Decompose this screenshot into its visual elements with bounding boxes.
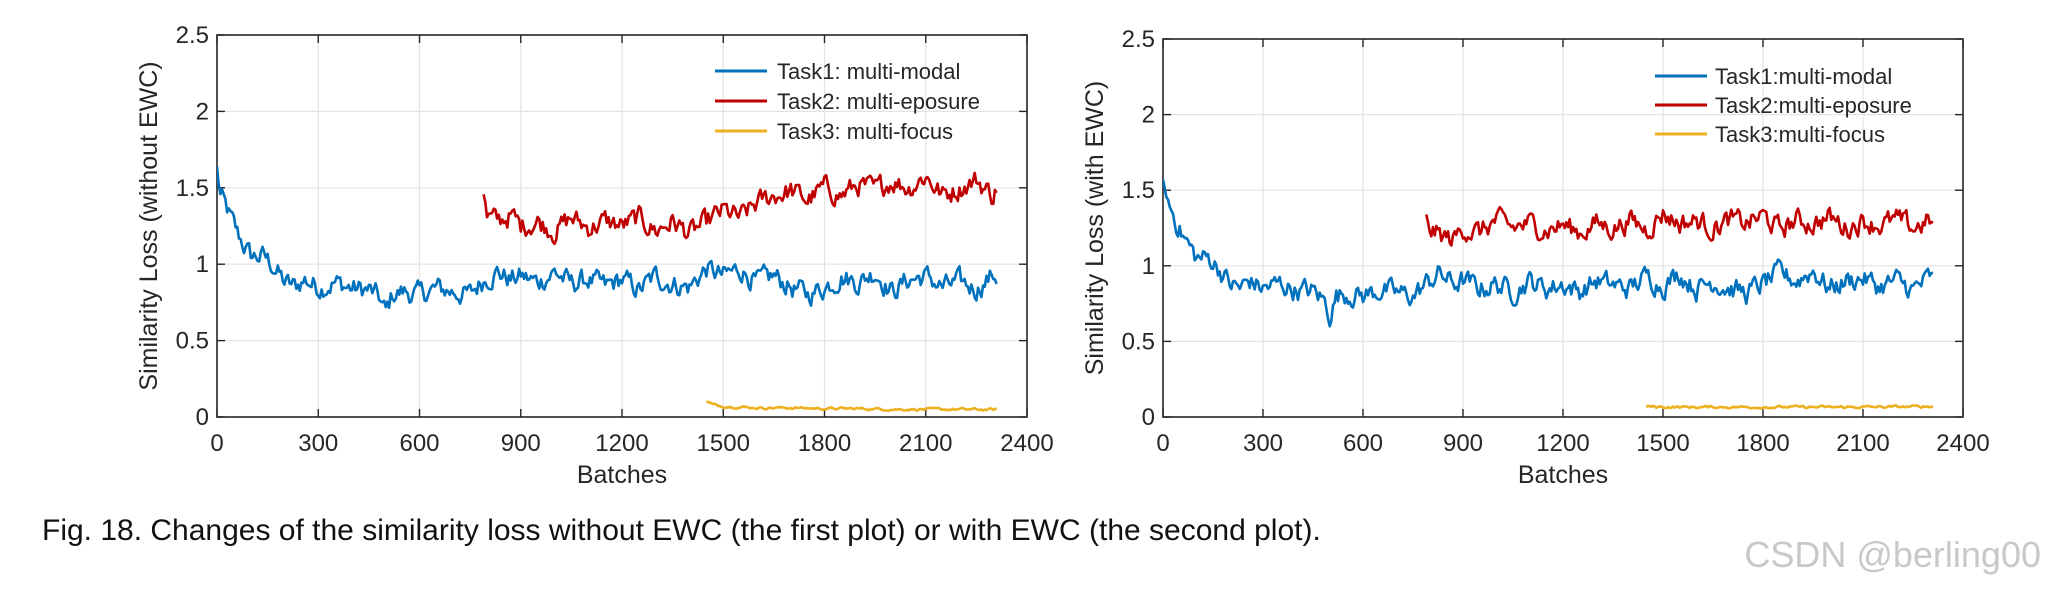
y-axis-label: Similarity Loss (without EWC) — [135, 61, 163, 390]
y-tick-label: 0.5 — [176, 328, 209, 355]
x-tick-label: 2100 — [1836, 430, 1889, 457]
legend-label-task3: Task3: multi-focus — [777, 119, 953, 144]
y-tick-label: 0.5 — [1122, 328, 1155, 355]
x-tick-label: 2400 — [1936, 430, 1989, 457]
x-tick-label: 1800 — [1736, 430, 1789, 457]
y-tick-label: 1.5 — [1122, 177, 1155, 204]
x-tick-label: 1500 — [1636, 430, 1689, 457]
chart-1: 0 300 600 900 1200 1500 1800 2100 2400 0 0.5 1 1.5 2 2… — [135, 22, 1054, 489]
x-tick-label: 1500 — [697, 430, 750, 457]
x-tick-label: 0 — [210, 430, 223, 457]
x-tick-label: 0 — [1156, 430, 1169, 457]
series-line-task2 — [1425, 205, 1934, 247]
y-tick-label: 2.5 — [176, 22, 209, 49]
x-tick-label: 600 — [1343, 430, 1383, 457]
legend-label-task1: Task1: multi-modal — [777, 59, 960, 84]
x-axis-label: Batches — [1518, 461, 1608, 489]
legend-label-task2: Task2: multi-eposure — [777, 89, 980, 114]
y-axis-label: Similarity Loss (with EWC) — [1081, 81, 1109, 375]
x-tick-label: 1200 — [595, 430, 648, 457]
legend-label-task2: Task2:multi-eposure — [1715, 93, 1912, 118]
x-tick-label: 900 — [1443, 430, 1483, 457]
y-tick-label: 0 — [1142, 404, 1155, 431]
series-line-task1 — [1163, 179, 1934, 328]
series-line-task2 — [482, 171, 998, 246]
series-line-task3 — [1645, 404, 1934, 410]
y-tick-label: 2 — [1142, 102, 1155, 129]
y-tick-label: 1 — [1142, 253, 1155, 280]
y-tick-label: 2 — [196, 98, 209, 125]
x-tick-label: 300 — [298, 430, 338, 457]
y-tick-label: 1.5 — [176, 175, 209, 202]
x-axis-label: Batches — [577, 461, 667, 489]
legend-label-task3: Task3:multi-focus — [1715, 122, 1885, 147]
watermark: CSDN @berling00 — [1744, 534, 2041, 575]
x-tick-label: 300 — [1243, 430, 1283, 457]
chart-2: 0 300 600 900 1200 1500 1800 2100 2400 0 0.5 1 1.5 2 2… — [1081, 26, 1990, 489]
y-tick-label: 1 — [196, 251, 209, 278]
y-tick-label: 0 — [196, 404, 209, 431]
x-tick-label: 2400 — [1000, 430, 1053, 457]
figure-caption: Fig. 18. Changes of the similarity loss … — [42, 514, 1321, 547]
x-tick-label: 2100 — [899, 430, 952, 457]
y-tick-label: 2.5 — [1122, 26, 1155, 53]
x-tick-label: 1200 — [1536, 430, 1589, 457]
x-tick-label: 1800 — [798, 430, 851, 457]
series-line-task3 — [706, 400, 998, 413]
series-line-task1 — [217, 166, 998, 310]
x-tick-label: 900 — [501, 430, 541, 457]
legend-label-task1: Task1:multi-modal — [1715, 64, 1892, 89]
x-tick-label: 600 — [399, 430, 439, 457]
